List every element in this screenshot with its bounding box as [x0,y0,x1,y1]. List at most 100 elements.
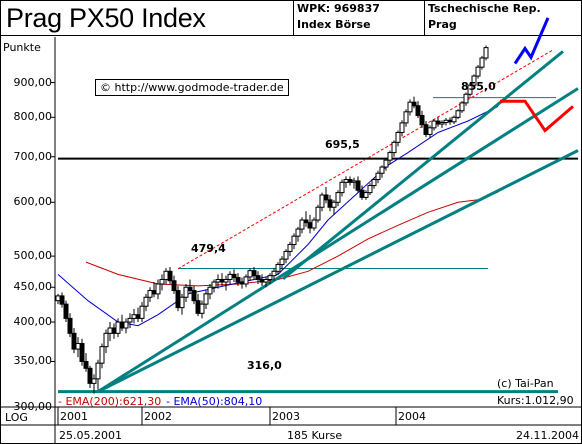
candle-body-81 [379,166,385,174]
candle-body-40 [215,278,221,283]
y-tick-label: 800,00 [13,110,53,124]
candle-body-95 [435,120,441,125]
candle-body-44 [231,273,237,279]
candle-body-70 [335,192,341,203]
header-separator-2 [424,0,425,35]
trendline-2 [282,50,564,281]
candle-body-17 [123,321,129,329]
candle-body-42 [223,278,229,283]
candle-body-100 [455,110,461,118]
candle-body-62 [303,219,309,224]
candle-body-103 [467,84,473,95]
candle-body-30 [175,290,181,309]
candle-body-1 [59,295,65,305]
y-tick-label: 900,00 [13,75,53,89]
wpk-label: WPK: 969837 [297,2,380,15]
candle-body-8 [87,367,93,384]
candle-body-61 [299,219,305,230]
candle-body-4 [71,332,77,350]
candle-body-41 [219,278,225,283]
candle-body-32 [183,286,189,298]
candle-body-78 [367,185,373,194]
candle-body-21 [139,305,145,319]
candle-body-2 [63,303,69,319]
candle-body-15 [115,321,121,334]
candle-body-6 [79,342,85,362]
candle-body-45 [235,277,241,283]
candle-body-54 [271,270,277,277]
candle-body-29 [171,280,177,292]
candle-body-12 [103,332,109,348]
candle-body-93 [427,127,433,135]
candle-body-38 [207,286,213,295]
candle-body-71 [339,181,345,194]
candle-body-43 [227,273,233,280]
end-date: 24.11.2004 [516,429,579,442]
candle-body-57 [283,250,289,260]
header-divider [0,35,582,36]
candle-body-11 [99,346,105,364]
candle-body-25 [155,283,161,295]
candle-body-64 [311,219,317,229]
candle-body-85 [395,131,401,143]
ema200-line [85,191,499,287]
exchange-label: Tschechische Rep. [428,2,541,15]
candle-body-72 [343,179,349,183]
candle-body-76 [359,189,365,198]
candle-body-98 [447,119,453,123]
exchange-city-label: Prag [428,18,457,31]
candle-body-65 [315,206,321,221]
candle-body-68 [327,199,333,208]
candle-body-101 [459,102,465,112]
x-tick-label: 2004 [398,410,426,423]
candle-body-20 [135,314,141,319]
candle-body-24 [151,290,157,295]
candle-body-99 [451,116,457,123]
y-tick-label: 450,00 [13,280,53,294]
candle-body-35 [195,300,201,314]
candle-body-13 [107,327,113,334]
candle-body-50 [255,275,261,280]
last-price-label: Kurs:1.012,90 [497,394,574,407]
candle-body-51 [259,278,265,283]
candle-body-39 [211,281,217,288]
candle-body-96 [439,122,445,125]
candle-body-7 [83,360,89,369]
candle-body-16 [119,321,125,329]
trendline-0 [97,87,579,393]
candle-body-77 [363,192,369,198]
candle-body-79 [371,179,377,187]
candle-body-102 [463,93,469,104]
candle-body-91 [419,114,425,126]
candle-body-49 [251,270,257,277]
channel-line [177,49,554,270]
candle-body-55 [275,264,281,272]
trendline-1 [97,149,579,393]
candle-body-88 [407,101,413,113]
candle-body-73 [347,179,353,183]
candle-body-107 [483,47,489,59]
category-label: Index Börse [297,18,371,31]
quote-count: 185 Kurse [287,429,343,442]
level-label-855: 855,0 [461,80,496,93]
ema50-line [57,105,499,327]
candle-body-5 [75,342,81,350]
candle-body-10 [95,362,101,380]
candle-body-66 [319,194,325,208]
candle-body-26 [159,278,165,285]
candle-body-22 [143,296,149,307]
candle-body-69 [331,201,337,208]
y-tick-label: 300,00 [13,400,53,413]
scale-label: LOG [5,411,28,424]
candle-body-67 [323,194,329,201]
candle-body-18 [127,317,133,323]
candle-body-37 [203,293,209,305]
candle-body-23 [147,290,153,298]
candle-body-31 [179,296,185,309]
copyright-box: © http://www.godmode-trader.de [95,79,289,96]
ema50-legend: - EMA(50):804,10 [166,395,263,408]
candle-body-106 [479,57,485,68]
level-label-316: 316,0 [247,359,282,372]
candle-body-82 [383,159,389,168]
